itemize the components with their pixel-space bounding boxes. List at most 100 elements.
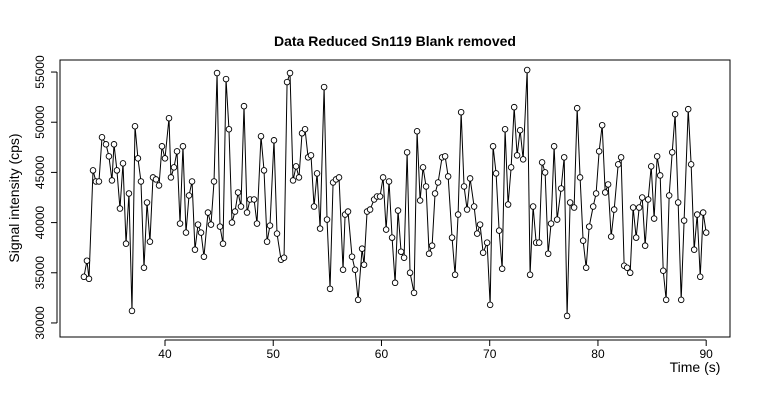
data-point	[225, 125, 233, 133]
y-tick-label: 40000	[33, 206, 47, 240]
data-point	[523, 66, 531, 74]
data-point	[592, 190, 600, 197]
data-point	[656, 172, 664, 179]
data-point	[419, 164, 427, 171]
y-tick-label: 30000	[33, 306, 47, 340]
data-point	[358, 245, 366, 252]
data-point	[185, 192, 193, 199]
data-point	[444, 173, 452, 180]
data-point	[644, 196, 652, 203]
data-point	[260, 167, 268, 174]
data-point	[320, 83, 328, 91]
data-point	[280, 254, 288, 261]
data-point	[617, 154, 625, 161]
data-point	[257, 133, 265, 140]
data-point	[498, 265, 506, 273]
data-point	[283, 78, 291, 86]
data-point	[626, 269, 634, 277]
data-point	[197, 229, 205, 236]
data-point	[541, 169, 549, 176]
data-point	[557, 185, 565, 192]
data-point	[125, 190, 133, 197]
y-tick-label: 55000	[33, 55, 47, 89]
data-point	[116, 205, 124, 212]
data-point	[323, 216, 331, 223]
data-point	[610, 206, 618, 213]
data-point	[566, 199, 574, 206]
data-point	[170, 164, 178, 171]
data-point	[466, 175, 474, 182]
data-point	[665, 192, 673, 199]
data-point	[492, 170, 500, 177]
data-point	[413, 128, 421, 135]
data-point	[635, 204, 643, 211]
data-point	[222, 75, 230, 83]
data-point	[339, 266, 347, 274]
data-point	[158, 143, 166, 150]
y-axis-label: Signal intensity (cps)	[6, 133, 22, 262]
data-point	[98, 134, 106, 141]
data-point	[544, 250, 552, 257]
data-point	[240, 102, 248, 110]
data-point	[690, 246, 698, 253]
data-point	[179, 143, 187, 150]
data-point	[113, 167, 121, 174]
y-tick-label: 45000	[33, 155, 47, 189]
data-point	[165, 114, 173, 122]
data-point	[448, 234, 456, 241]
data-point	[213, 69, 221, 77]
data-point	[263, 238, 271, 245]
data-point	[416, 197, 424, 204]
data-point	[538, 159, 546, 166]
data-point	[410, 289, 418, 297]
data-point	[243, 209, 251, 216]
data-point	[191, 246, 199, 253]
data-point	[589, 203, 597, 210]
data-point	[441, 153, 449, 160]
data-point	[668, 149, 676, 156]
data-point	[582, 264, 590, 272]
x-tick-label: 50	[267, 347, 281, 361]
data-point	[460, 183, 468, 190]
data-point	[585, 223, 593, 230]
data-point	[137, 178, 145, 185]
data-point	[366, 206, 374, 213]
data-point	[89, 167, 97, 174]
data-point	[131, 122, 139, 130]
data-point	[143, 199, 151, 206]
data-point	[307, 152, 315, 159]
data-point	[604, 181, 612, 188]
data-point	[250, 196, 258, 203]
data-point	[134, 155, 142, 162]
data-point	[422, 183, 430, 190]
data-point	[476, 221, 484, 228]
data-point	[391, 279, 399, 287]
data-point	[693, 211, 701, 218]
data-point	[406, 269, 414, 277]
data-point	[601, 189, 609, 196]
data-point	[286, 69, 294, 77]
data-point	[231, 208, 239, 215]
data-point	[638, 194, 646, 201]
data-point	[234, 189, 242, 196]
data-point	[454, 211, 462, 218]
data-point	[428, 242, 436, 249]
data-point	[382, 226, 390, 233]
data-point	[266, 222, 274, 229]
data-point	[83, 257, 91, 264]
data-point	[313, 170, 321, 177]
data-point	[108, 177, 116, 184]
data-point	[292, 163, 300, 170]
data-point	[504, 201, 512, 208]
data-point	[397, 248, 405, 255]
data-point	[495, 227, 503, 234]
data-point	[385, 178, 393, 185]
data-point	[119, 160, 127, 167]
data-point	[167, 174, 175, 181]
data-point	[680, 217, 688, 224]
x-tick-label: 40	[158, 347, 172, 361]
data-point	[598, 121, 606, 129]
data-point	[207, 221, 215, 228]
data-point	[677, 296, 685, 304]
data-point	[463, 206, 471, 213]
